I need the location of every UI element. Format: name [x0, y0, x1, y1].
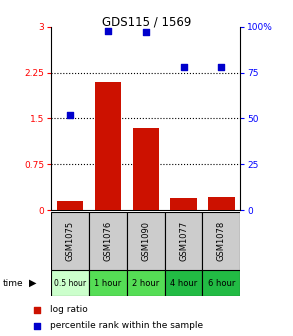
Bar	[89, 212, 127, 270]
Bar	[51, 270, 89, 296]
Bar	[57, 201, 84, 210]
Bar	[170, 198, 197, 210]
Text: GSM1075: GSM1075	[66, 221, 75, 261]
Bar	[95, 82, 121, 210]
Text: log ratio: log ratio	[50, 305, 88, 314]
Text: 0.5 hour: 0.5 hour	[54, 279, 86, 288]
Text: 2 hour: 2 hour	[132, 279, 159, 288]
Point	[144, 30, 148, 35]
Text: GDS115 / 1569: GDS115 / 1569	[102, 15, 191, 28]
Text: time: time	[3, 279, 23, 288]
Bar	[51, 212, 89, 270]
Bar	[89, 270, 127, 296]
Text: ▶: ▶	[29, 278, 37, 288]
Text: percentile rank within the sample: percentile rank within the sample	[50, 322, 203, 331]
Bar	[127, 212, 165, 270]
Point	[181, 65, 186, 70]
Point	[106, 28, 110, 33]
Point	[68, 112, 73, 118]
Bar	[165, 212, 202, 270]
Text: GSM1078: GSM1078	[217, 221, 226, 261]
Bar	[165, 270, 202, 296]
Bar	[132, 128, 159, 210]
Point	[34, 307, 39, 312]
Bar	[127, 270, 165, 296]
Text: GSM1077: GSM1077	[179, 221, 188, 261]
Text: 6 hour: 6 hour	[208, 279, 235, 288]
Text: GSM1076: GSM1076	[103, 221, 113, 261]
Bar	[202, 212, 240, 270]
Bar	[208, 197, 235, 210]
Text: GSM1090: GSM1090	[141, 221, 150, 261]
Point	[34, 323, 39, 329]
Text: 4 hour: 4 hour	[170, 279, 197, 288]
Point	[219, 65, 224, 70]
Bar	[202, 270, 240, 296]
Text: 1 hour: 1 hour	[94, 279, 122, 288]
